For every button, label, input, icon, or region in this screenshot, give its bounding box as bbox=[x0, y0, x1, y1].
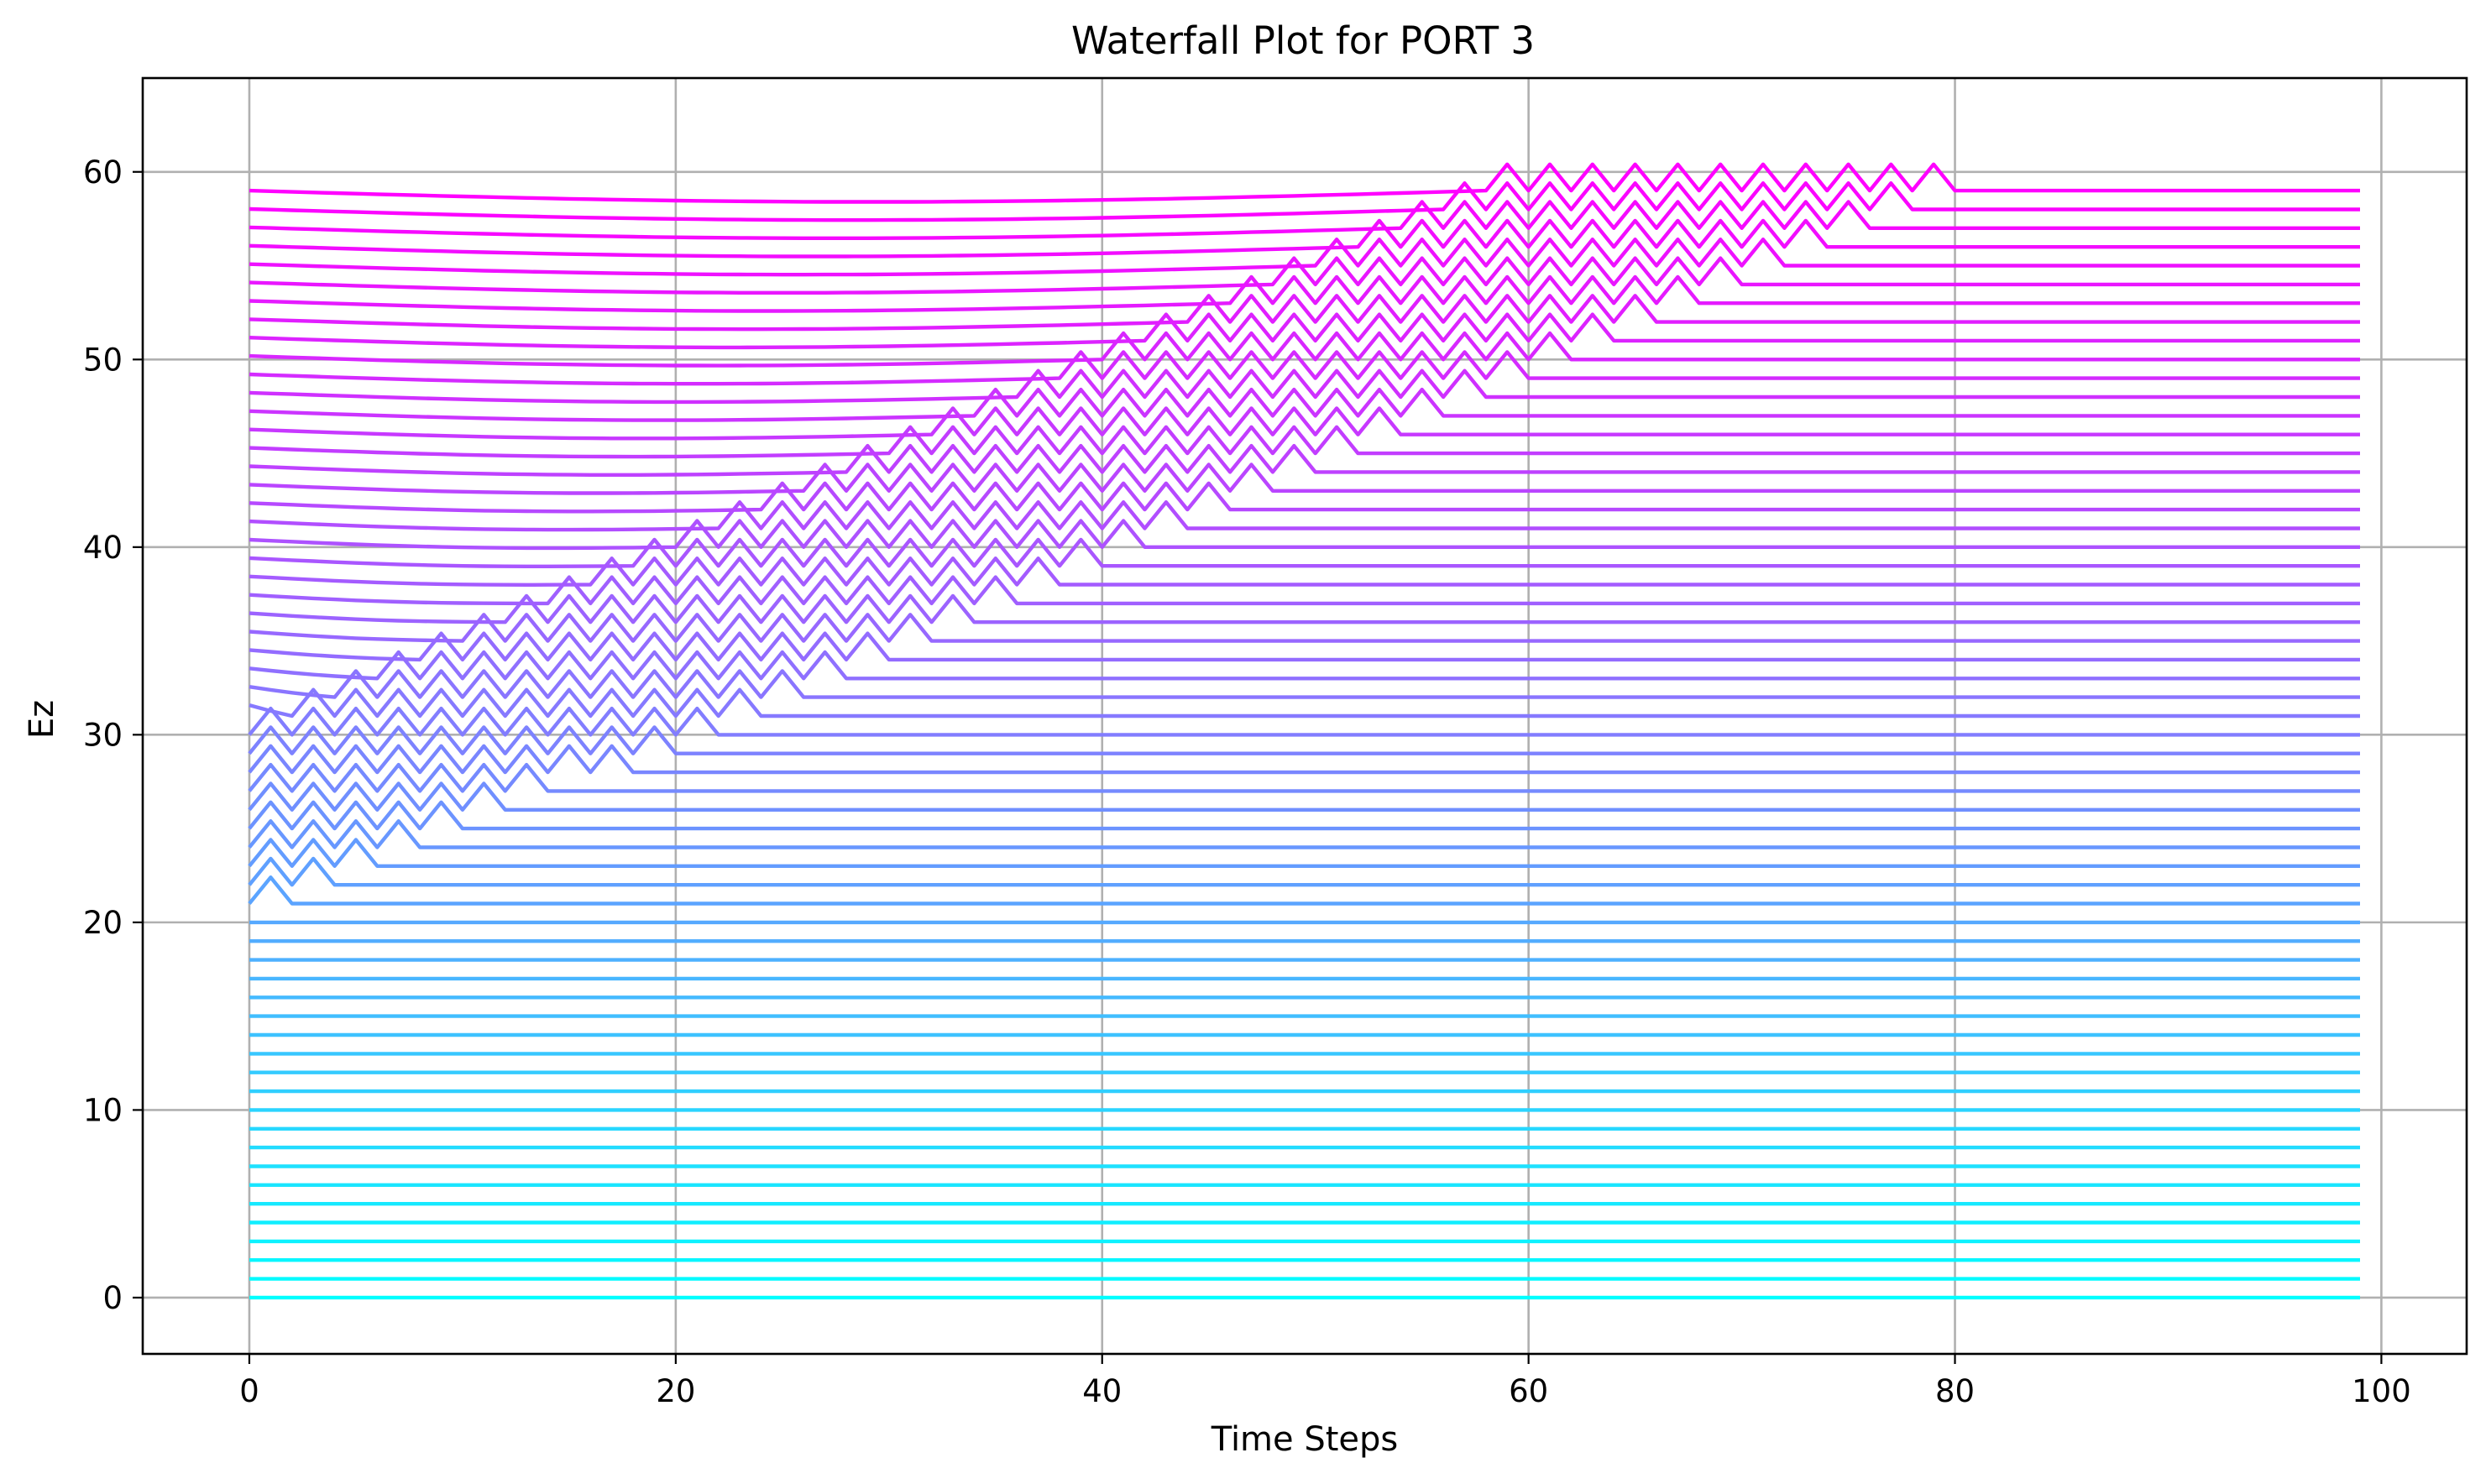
series-line-55 bbox=[249, 238, 2360, 277]
series-line-33 bbox=[249, 650, 2360, 681]
series-line-32 bbox=[249, 669, 2360, 699]
series-line-29 bbox=[248, 725, 2360, 755]
x-tick-label: 100 bbox=[2352, 1373, 2411, 1409]
series-line-40 bbox=[249, 519, 2360, 551]
series-line-56 bbox=[249, 218, 2360, 259]
x-axis-label: Time Steps bbox=[1211, 1420, 1399, 1459]
series-line-23 bbox=[248, 838, 2360, 869]
y-tick-label: 0 bbox=[102, 1280, 123, 1316]
tick-group: 0 20 40 60 80 100 0 10 20 30 40 50 60 bbox=[83, 154, 2411, 1409]
series-line-36 bbox=[249, 593, 2360, 624]
series-line-39 bbox=[249, 537, 2360, 568]
series-line-21 bbox=[248, 875, 2360, 906]
y-tick-label: 30 bbox=[83, 717, 123, 753]
series-line-37 bbox=[249, 575, 2360, 606]
plot-frame bbox=[141, 76, 2468, 1356]
series-line-22 bbox=[248, 856, 2360, 887]
series-line-49 bbox=[249, 350, 2360, 386]
series-line-26 bbox=[248, 781, 2360, 812]
series-line-30 bbox=[248, 706, 2360, 737]
series-line-54 bbox=[249, 256, 2360, 295]
series-line-45 bbox=[249, 425, 2360, 459]
x-tick-label: 0 bbox=[239, 1373, 259, 1409]
series-line-42 bbox=[249, 481, 2360, 514]
series-line-35 bbox=[249, 613, 2360, 643]
series-line-24 bbox=[248, 819, 2360, 849]
series-line-52 bbox=[249, 294, 2360, 332]
series-line-41 bbox=[249, 500, 2360, 532]
y-axis-label: Ez bbox=[23, 700, 61, 739]
series-line-47 bbox=[249, 387, 2360, 422]
x-tick-label: 60 bbox=[1509, 1373, 1548, 1409]
x-tick-label: 80 bbox=[1935, 1373, 1975, 1409]
y-tick-label: 10 bbox=[83, 1092, 123, 1128]
series-line-58 bbox=[249, 180, 2360, 222]
series-line-53 bbox=[249, 274, 2360, 313]
chart-title: Waterfall Plot for PORT 3 bbox=[1071, 18, 1535, 63]
series-line-51 bbox=[249, 312, 2360, 350]
series-line-57 bbox=[249, 200, 2360, 240]
series-line-27 bbox=[248, 762, 2360, 793]
x-tick-label: 20 bbox=[656, 1373, 695, 1409]
series-line-31 bbox=[249, 687, 2360, 718]
series-line-48 bbox=[249, 368, 2360, 405]
y-tick-label: 20 bbox=[83, 905, 123, 941]
series-line-28 bbox=[248, 744, 2360, 775]
series-line-50 bbox=[249, 331, 2360, 368]
series-line-59 bbox=[249, 162, 2360, 204]
series-line-46 bbox=[249, 406, 2360, 441]
series-line-43 bbox=[249, 462, 2360, 495]
series-line-25 bbox=[248, 800, 2360, 831]
series-line-44 bbox=[249, 443, 2360, 477]
series-group bbox=[248, 162, 2360, 1300]
series-line-38 bbox=[249, 556, 2360, 587]
series-line-34 bbox=[249, 631, 2360, 662]
y-tick-label: 40 bbox=[83, 530, 123, 566]
x-tick-label: 40 bbox=[1082, 1373, 1122, 1409]
y-tick-label: 60 bbox=[83, 154, 123, 191]
y-tick-label: 50 bbox=[83, 342, 123, 378]
